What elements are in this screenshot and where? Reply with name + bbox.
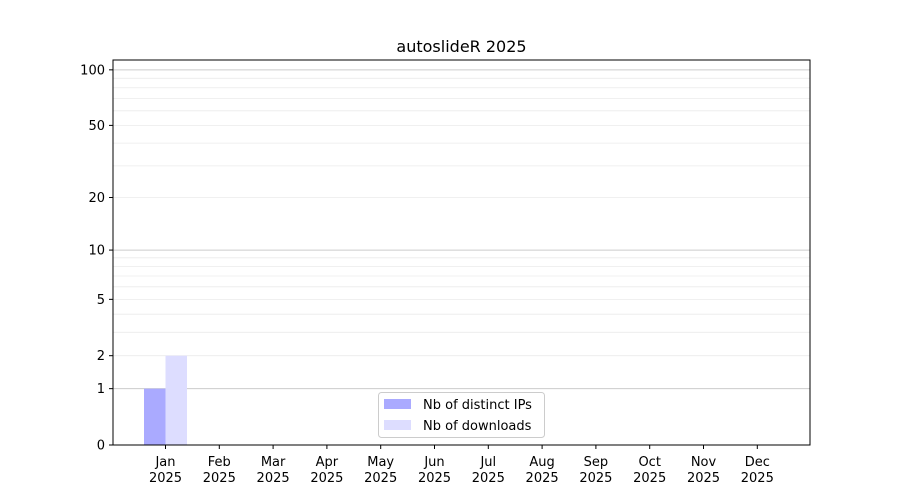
x-tick-label: Apr: [316, 455, 339, 470]
x-tick-label: 2025: [364, 471, 397, 486]
x-tick-label: 2025: [472, 471, 505, 486]
legend-swatch: [384, 399, 411, 409]
plot-frame: [112, 59, 811, 446]
legend-label: Nb of downloads: [423, 419, 532, 434]
x-tick-label: 2025: [418, 471, 451, 486]
x-tick-label: Jun: [423, 455, 444, 470]
y-tick-label: 20: [88, 191, 105, 206]
x-tick-label: 2025: [687, 471, 720, 486]
x-tick-label: May: [367, 455, 394, 470]
y-tick-label: 1: [97, 382, 105, 397]
x-tick-label: Jan: [154, 455, 175, 470]
x-tick-label: Sep: [584, 455, 609, 470]
x-tick-label: 2025: [526, 471, 559, 486]
x-tick-label: 2025: [741, 471, 774, 486]
x-tick-label: Feb: [208, 455, 231, 470]
legend: Nb of distinct IPs Nb of downloads: [378, 392, 545, 438]
bar-downloads: [165, 355, 187, 445]
y-tick-label: 2: [97, 349, 105, 364]
x-tick-label: Mar: [261, 455, 286, 470]
bar-distinct-ips: [144, 388, 166, 445]
x-tick-label: 2025: [633, 471, 666, 486]
y-tick-label: 5: [97, 293, 105, 308]
chart-title: autoslideR 2025: [396, 37, 526, 56]
y-tick-label: 0: [97, 439, 105, 454]
x-tick-label: 2025: [149, 471, 182, 486]
x-tick-label: 2025: [257, 471, 290, 486]
x-tick-label: Dec: [745, 455, 770, 470]
x-tick-label: Oct: [638, 455, 660, 470]
x-tick-label: Aug: [529, 455, 554, 470]
legend-box: [378, 392, 545, 438]
x-tick-label: 2025: [310, 471, 343, 486]
legend-swatch: [384, 420, 411, 430]
y-tick-label: 50: [88, 119, 105, 134]
x-tick-label: 2025: [203, 471, 236, 486]
y-tick-label: 10: [88, 244, 105, 259]
x-tick-label: Nov: [691, 455, 717, 470]
x-tick-label: Jul: [479, 455, 496, 470]
y-tick-label: 100: [80, 63, 105, 78]
x-tick-label: 2025: [579, 471, 612, 486]
legend-label: Nb of distinct IPs: [423, 398, 532, 413]
